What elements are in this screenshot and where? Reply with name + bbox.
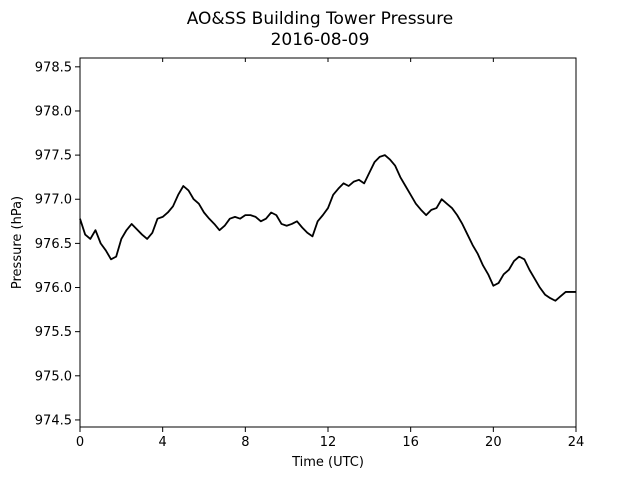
y-tick-label: 978.5 xyxy=(35,60,72,75)
chart-title: AO&SS Building Tower Pressure xyxy=(187,9,454,29)
y-tick-label: 977.5 xyxy=(35,149,72,164)
x-tick-label: 12 xyxy=(320,435,337,450)
y-tick-label: 976.0 xyxy=(35,281,72,296)
y-tick-label: 974.5 xyxy=(35,413,72,428)
y-axis-label: Pressure (hPa) xyxy=(10,196,25,289)
x-tick-label: 8 xyxy=(241,435,249,450)
y-tick-label: 978.0 xyxy=(35,104,72,119)
x-tick-label: 16 xyxy=(402,435,419,450)
chart-subtitle: 2016-08-09 xyxy=(271,30,370,50)
x-axis: 0 4 8 12 16 20 24 xyxy=(76,58,584,450)
y-axis: 974.5 975.0 975.5 976.0 976.5 977.0 977.5 978.0… xyxy=(35,60,80,428)
y-tick-label: 975.5 xyxy=(35,325,72,340)
x-axis-label: Time (UTC) xyxy=(291,455,364,470)
y-tick-label: 976.5 xyxy=(35,237,72,252)
x-tick-label: 0 xyxy=(76,435,84,450)
y-tick-label: 975.0 xyxy=(35,369,72,384)
plot-frame xyxy=(79,57,577,428)
y-tick-label: 977.0 xyxy=(35,193,72,208)
pressure-series-line xyxy=(79,154,576,302)
x-tick-label: 4 xyxy=(159,435,167,450)
x-tick-label: 20 xyxy=(485,435,502,450)
x-tick-label: 24 xyxy=(568,435,585,450)
